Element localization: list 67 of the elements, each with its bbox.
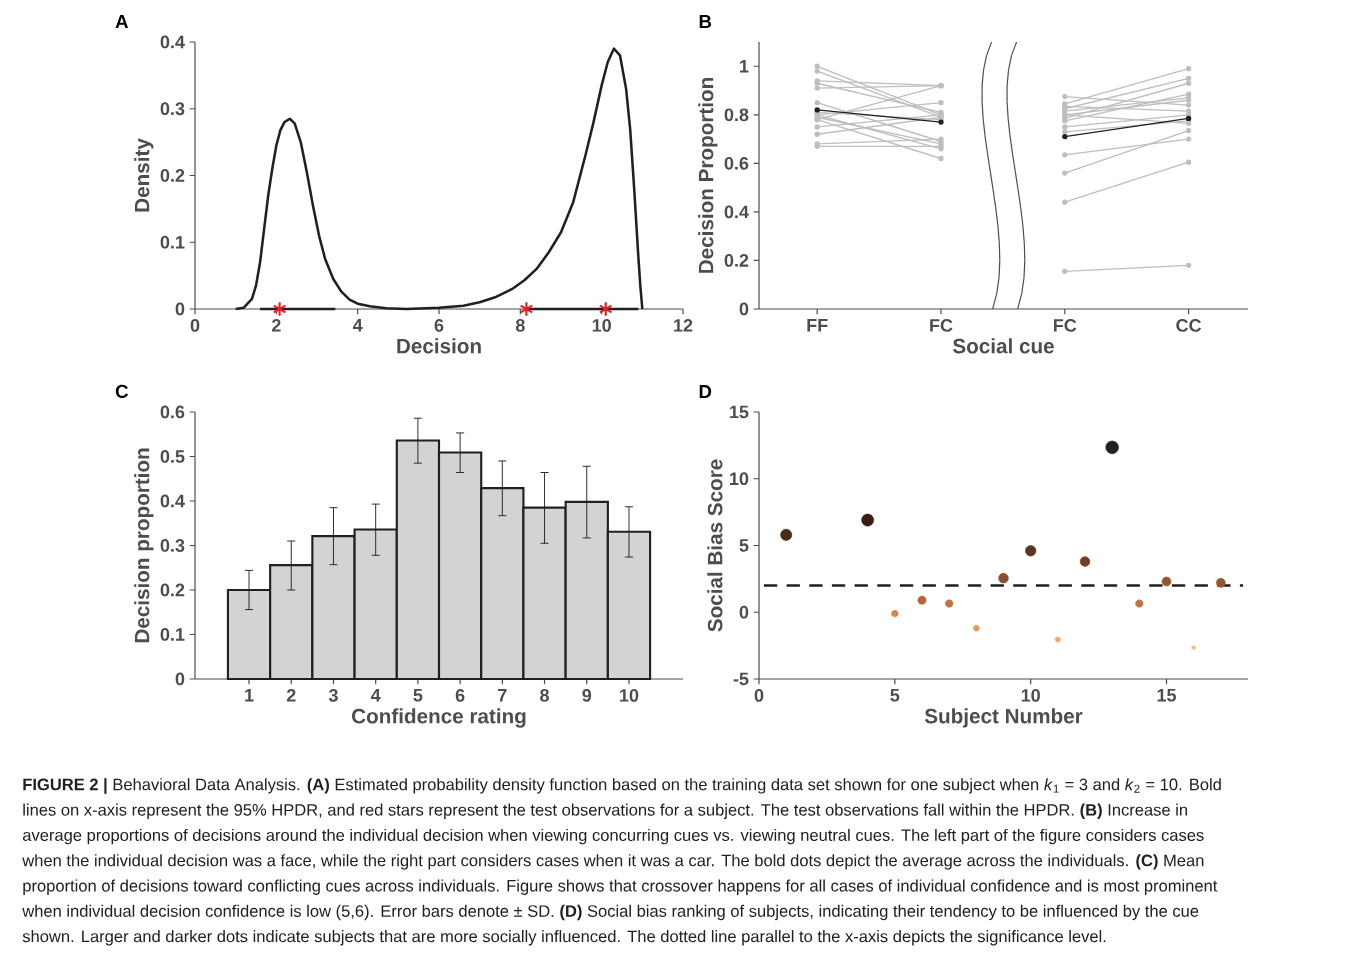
- y-tick-label: 0.4: [160, 35, 185, 49]
- x-tick-label: 8: [515, 319, 525, 332]
- x-tick-label: 10: [1021, 689, 1040, 702]
- chart-title: A: [115, 15, 129, 28]
- x-tick-label: 6: [434, 319, 444, 332]
- x-tick-label: FF: [807, 319, 828, 332]
- y-axis-title: Social Bias Score: [707, 459, 723, 632]
- y-tick-label: 1: [740, 60, 749, 73]
- x-tick-label: 4: [352, 319, 363, 332]
- x-tick-label: 10: [620, 689, 639, 702]
- y-tick-label: 15: [730, 405, 749, 419]
- y-tick-label: 0.6: [160, 405, 185, 419]
- x-tick-label: CC: [1176, 319, 1202, 332]
- x-tick-label: 3: [328, 689, 338, 702]
- x-axis-title: Decision: [397, 338, 481, 354]
- y-axis-title: Decision Proportion: [698, 78, 718, 273]
- x-tick-label: FC: [1054, 319, 1077, 332]
- x-axis-title: Social cue: [952, 338, 1054, 354]
- x-tick-label: 12: [674, 319, 693, 332]
- y-tick-label: 0: [739, 605, 749, 619]
- y-tick-label: -5: [733, 672, 749, 686]
- text: proportion of decisions toward conflicting cues across individuals. Figure shows that crossover happens for all cases of individual confidence and is most prominent: [23, 879, 1218, 895]
- text: average proportions of decisions around the individual decision when viewing concurring cues vs. viewing neutral cues. The left part of the figure considers cases: [22, 828, 1204, 845]
- x-tick-label: FC: [930, 319, 953, 332]
- y-tick-label: 0.4: [724, 205, 749, 219]
- x-tick-label: 8: [540, 689, 549, 702]
- y-tick-label: 0.2: [724, 254, 749, 267]
- chart-title: B: [699, 15, 712, 28]
- y-axis-title: Decision proportion: [134, 448, 154, 643]
- x-tick-label: 6: [455, 689, 465, 702]
- y-axis-title: Density: [134, 138, 154, 212]
- x-axis-title: Subject Number: [924, 708, 1083, 728]
- x-tick-label: 7: [498, 689, 507, 702]
- text: FIGURE 2 | Behavioral Data Analysis. (A) Estimated probability density function based on the training data set shown for one subject when k$_{1}$ = 3 and k$_{2}$ = 10. Bold: [23, 778, 1221, 794]
- x-axis-title: Confidence rating: [352, 708, 526, 728]
- x-tick-label: 0: [190, 319, 200, 332]
- text: when individual decision confidence is low (5,6). Error bars denote ± SD. (D) Social bias ranking of subjects, indicating their tendency to be influenced by the cue: [22, 904, 1199, 921]
- x-tick-label: 15: [1157, 689, 1177, 702]
- x-tick-label: 2: [286, 689, 296, 702]
- text: when the individual decision was a face, while the right part considers cases when it was a car. The bold dots depict the average across the individuals. (C) Mean: [22, 854, 1204, 870]
- y-tick-label: 0.6: [724, 156, 749, 170]
- x-tick-label: 4: [370, 689, 381, 702]
- y-tick-label: 0.1: [160, 235, 185, 249]
- y-tick-label: 0.5: [160, 450, 185, 463]
- y-tick-label: 0.2: [160, 169, 185, 182]
- y-tick-label: 5: [739, 539, 749, 552]
- y-tick-label: 0.3: [160, 539, 185, 552]
- y-tick-label: 0.4: [160, 494, 185, 508]
- x-tick-label: 2: [271, 319, 281, 332]
- text: shown. Larger and darker dots indicate subjects that are more socially influenced. The dotted line parallel to the x-axis depicts the significance level.: [22, 930, 1106, 946]
- y-tick-label: 0: [175, 302, 185, 316]
- text: lines on x-axis represent the 95% HPDR, and red stars represent the test observations for a subject. The test observations fall within the HPDR. (B) Increase in: [23, 803, 1187, 819]
- y-tick-label: 0.2: [160, 583, 185, 597]
- y-tick-label: 0: [175, 672, 185, 686]
- y-tick-label: 0.3: [160, 102, 185, 116]
- y-tick-label: 0.8: [724, 108, 749, 122]
- y-tick-label: 0: [739, 302, 749, 316]
- y-tick-label: 0.1: [160, 628, 185, 641]
- x-tick-label: 9: [582, 689, 592, 702]
- chart-title: C: [115, 384, 129, 398]
- x-tick-label: 1: [245, 689, 254, 702]
- x-tick-label: 5: [890, 689, 900, 702]
- x-tick-label: 5: [413, 689, 423, 702]
- x-tick-label: 0: [754, 689, 764, 702]
- chart-title: D: [699, 385, 712, 398]
- x-tick-label: 10: [592, 319, 611, 332]
- y-tick-label: 10: [730, 472, 749, 486]
